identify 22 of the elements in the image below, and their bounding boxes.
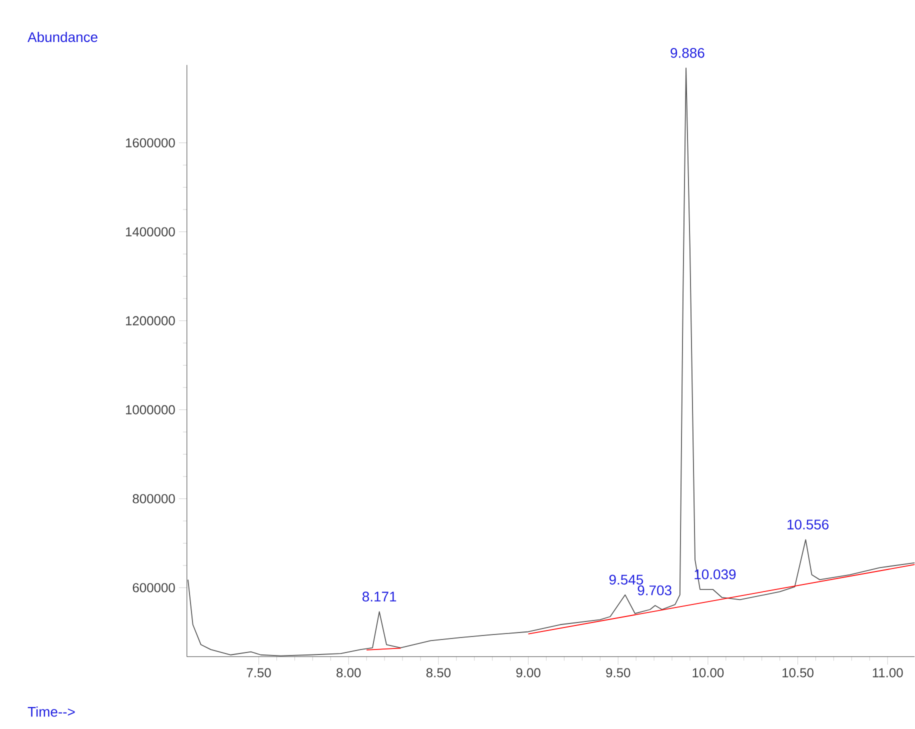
x-axis-title: Time--> bbox=[28, 706, 75, 717]
line-series bbox=[188, 68, 915, 656]
x-tick-label: 9.50 bbox=[606, 668, 630, 678]
x-tick-label: 7.50 bbox=[246, 668, 271, 678]
x-tick-label: 8.00 bbox=[336, 668, 361, 678]
y-tick-label: 1000000 bbox=[126, 405, 175, 415]
annotation: 9.545 bbox=[609, 574, 644, 585]
x-tick-label: 10.00 bbox=[692, 668, 724, 678]
y-tick-label: 600000 bbox=[132, 583, 175, 592]
annotation: 8.171 bbox=[362, 592, 396, 602]
x-tick-label: 8.50 bbox=[426, 668, 451, 678]
x-tick-label: 9.00 bbox=[516, 668, 540, 678]
x-tick-label: 11.00 bbox=[872, 668, 903, 678]
y-axis-title: Abundance bbox=[28, 32, 98, 42]
y-tick-label: 1200000 bbox=[126, 316, 175, 326]
x-tick-label: 10.50 bbox=[782, 668, 814, 678]
y-tick-label: 800000 bbox=[132, 494, 175, 504]
annotation: 9.886 bbox=[670, 48, 704, 58]
y-tick-label: 1400000 bbox=[126, 227, 175, 237]
annotation: 9.703 bbox=[638, 586, 672, 596]
annotation: 10.556 bbox=[788, 520, 829, 530]
y-tick-label: 1600000 bbox=[126, 138, 175, 148]
